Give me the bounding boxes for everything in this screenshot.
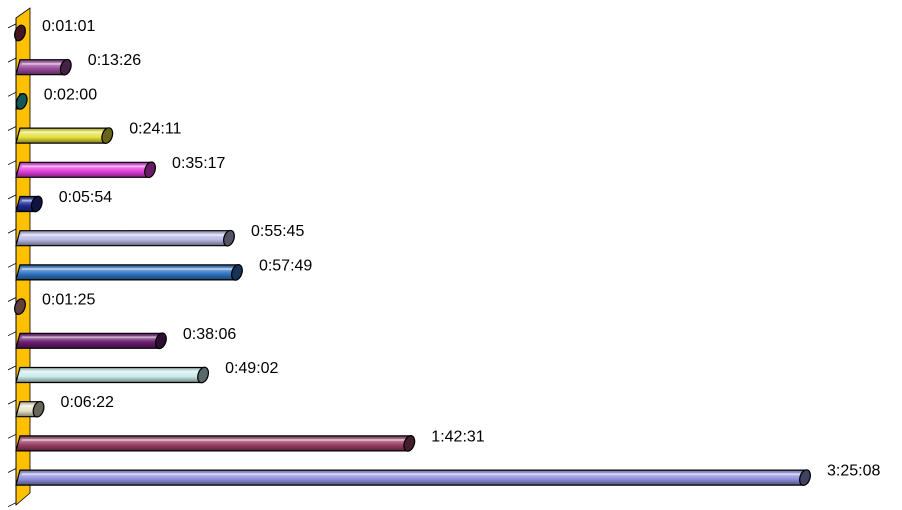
data-label: 0:05:54 [59, 189, 112, 206]
bar [15, 332, 167, 350]
bar-end-cap [59, 58, 72, 76]
bar [15, 229, 235, 247]
wall-tick [7, 365, 17, 371]
bar-end-cap [197, 366, 210, 384]
bar-body [15, 230, 232, 247]
bar-end-cap [230, 264, 243, 281]
bar-end-cap [15, 93, 28, 110]
data-label: 0:06:22 [61, 394, 114, 411]
wall-tick [7, 23, 17, 29]
data-label: 3:25:08 [827, 463, 880, 480]
wall-tick [7, 502, 17, 508]
data-label: 1:42:31 [431, 428, 484, 445]
bar-end-cap [14, 298, 26, 315]
bar [15, 400, 45, 418]
data-label: 0:38:06 [183, 326, 236, 343]
bar-body [15, 469, 808, 486]
bar [15, 435, 416, 452]
bar [14, 24, 26, 42]
wall-tick [7, 331, 17, 337]
wall-tick [7, 194, 17, 200]
data-label: 0:02:00 [44, 86, 97, 103]
wall-tick [7, 91, 17, 97]
data-label: 0:01:01 [42, 18, 95, 35]
bar [15, 127, 114, 144]
bar-end-cap [101, 127, 114, 144]
wall-tick [7, 297, 17, 302]
bar-body [15, 332, 164, 349]
bar [15, 58, 72, 76]
bar-end-cap [799, 469, 811, 486]
data-label: 0:55:45 [251, 223, 304, 240]
bar-end-cap [32, 400, 45, 418]
data-label: 0:01:25 [42, 292, 95, 309]
bar-end-cap [30, 195, 43, 213]
wall-tick [7, 160, 17, 166]
data-labels-group: 0:01:01 0:13:26 0:02:00 0:24:11 0:35:17 0:05:… [42, 18, 880, 480]
bar [15, 264, 243, 281]
wall-tick [7, 57, 17, 63]
bar-body [15, 127, 111, 144]
chart-wall [7, 7, 31, 508]
bar [15, 93, 28, 110]
bar-body [15, 264, 240, 281]
bar-body [15, 161, 153, 178]
bar [15, 366, 210, 384]
wall-tick [7, 433, 17, 439]
bar [15, 195, 43, 213]
bars-group [14, 24, 811, 486]
bar-end-cap [154, 332, 167, 350]
bar-end-cap [144, 161, 157, 179]
data-label: 0:49:02 [225, 360, 278, 377]
bar [14, 298, 26, 315]
data-label: 0:57:49 [259, 257, 312, 274]
bar-end-cap [403, 435, 416, 452]
data-label: 0:13:26 [88, 52, 141, 69]
bar [15, 469, 811, 486]
bar-body [15, 366, 206, 384]
wall-tick [7, 399, 17, 405]
bar-end-cap [223, 229, 235, 247]
bar-end-cap [14, 24, 26, 42]
data-label: 0:35:17 [172, 155, 225, 172]
wall-tick [7, 468, 17, 473]
wall-tick [7, 126, 17, 131]
bar-body [15, 435, 413, 452]
wall-tick [7, 228, 17, 234]
bar [15, 161, 157, 179]
data-label: 0:24:11 [129, 121, 181, 138]
wall-panel [15, 7, 31, 506]
wall-tick [7, 262, 17, 268]
